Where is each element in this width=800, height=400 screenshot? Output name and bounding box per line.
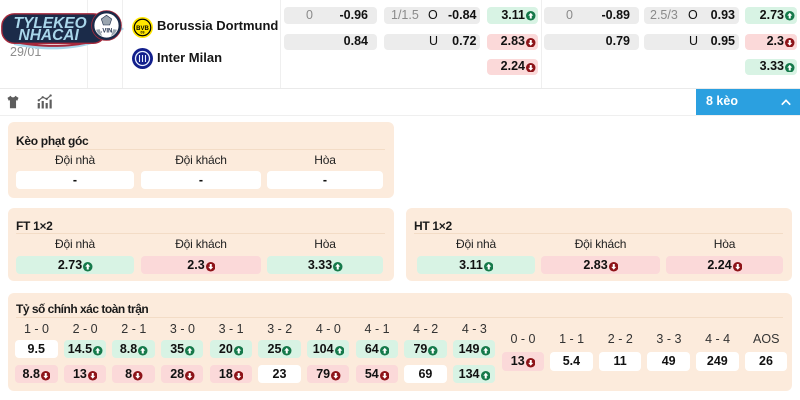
svg-text:NHACAI: NHACAI [19, 27, 80, 44]
svg-text:09: 09 [141, 31, 145, 35]
svg-text:BVB: BVB [136, 26, 149, 32]
svg-text:TYLEKEO: TYLEKEO [14, 15, 87, 32]
svg-text:.VIN: .VIN [101, 29, 113, 35]
